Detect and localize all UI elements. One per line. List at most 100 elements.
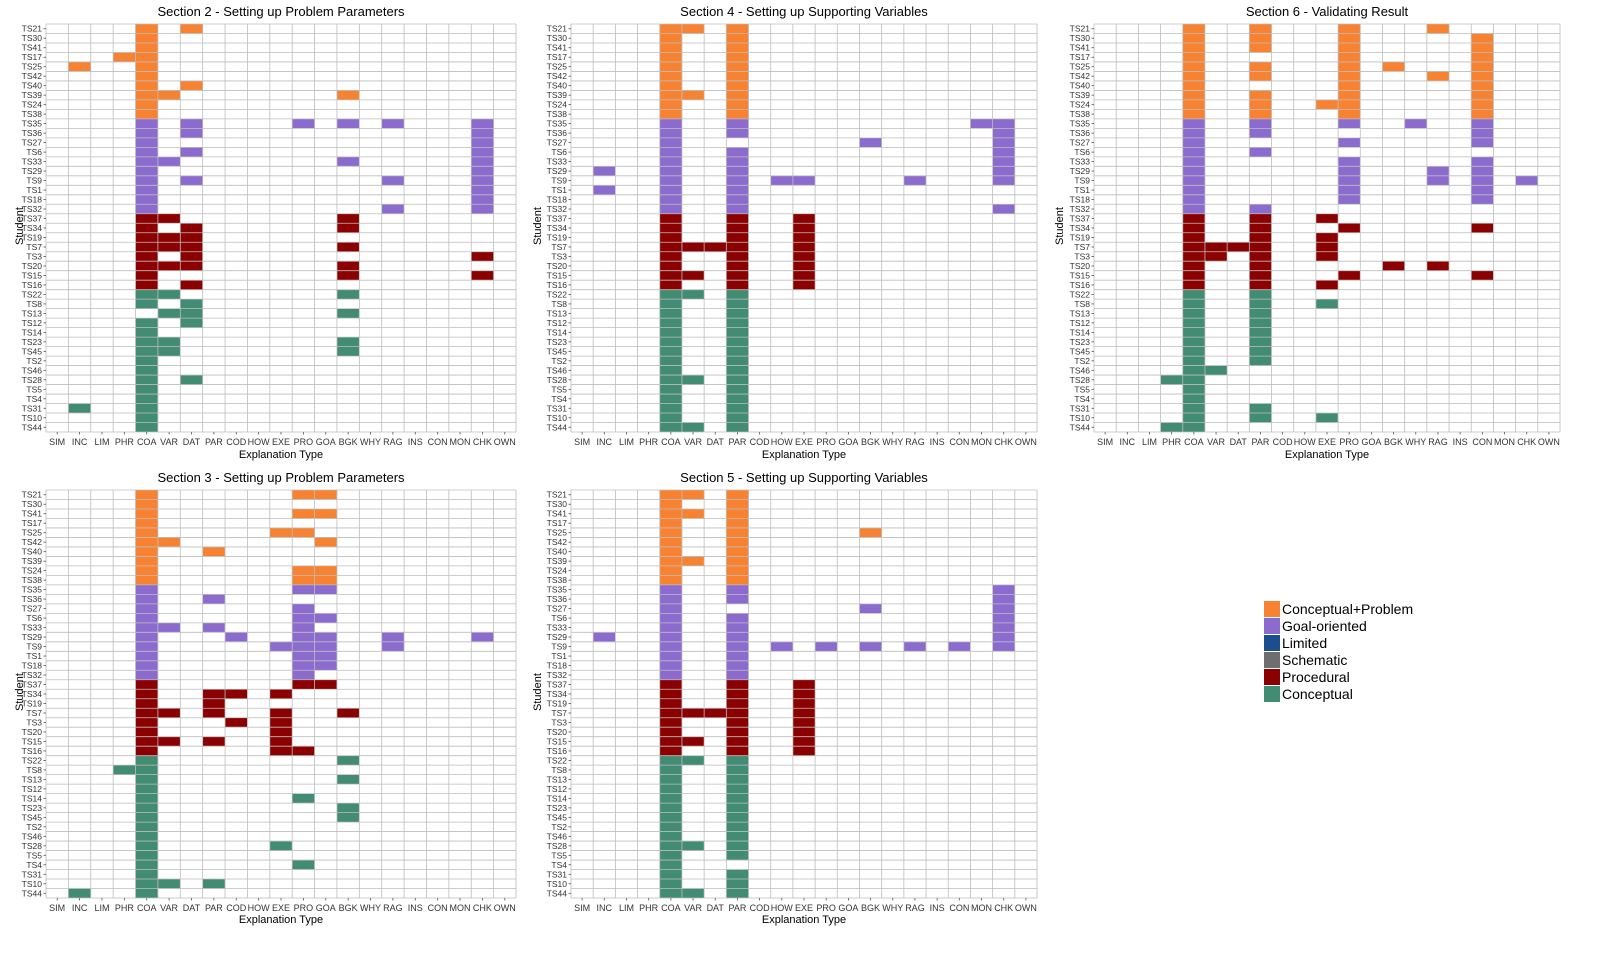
x-axis-title-section-3: Explanation Type: [238, 914, 324, 926]
heatmap-cell: [992, 584, 1015, 595]
heatmap-cell: [135, 708, 158, 718]
y-tick-label: TS7: [26, 708, 42, 718]
heatmap-cell: [659, 327, 682, 338]
heatmap-cell: [726, 194, 749, 205]
x-tick-label: MON: [971, 903, 992, 913]
heatmap-cell: [135, 213, 158, 224]
heatmap-cell: [202, 622, 226, 633]
heatmap-cell: [292, 490, 315, 500]
y-tick-label: TS10: [547, 879, 568, 889]
heatmap-cell: [135, 413, 158, 423]
heatmap-cell: [1182, 251, 1205, 262]
y-tick-label: TS36: [1070, 128, 1091, 138]
heatmap-cell: [903, 175, 927, 186]
heatmap-cell: [471, 204, 494, 214]
heatmap-cell: [135, 736, 158, 747]
heatmap-cell: [1471, 118, 1494, 129]
panel-title-section-3: Section 3 - Setting up Problem Parameter…: [157, 470, 405, 485]
heatmap-cell: [1315, 213, 1339, 224]
heatmap-cell: [135, 99, 158, 110]
heatmap-cell: [269, 527, 293, 538]
heatmap-cell: [659, 831, 682, 842]
heatmap-cell: [792, 280, 816, 290]
heatmap-panel-3: TS21TS30TS41TS17TS25TS42TS40TS39TS24TS38…: [1070, 23, 1561, 447]
y-tick-label: TS25: [547, 528, 568, 538]
x-tick-label: CHK: [1517, 437, 1536, 447]
heatmap-cell: [681, 422, 705, 432]
x-tick-label: GOA: [1361, 437, 1381, 447]
y-tick-label: TS38: [547, 575, 568, 585]
y-tick-label: TS34: [547, 223, 568, 233]
heatmap-cell: [336, 755, 360, 766]
heatmap-cell: [726, 736, 749, 747]
y-tick-label: TS4: [26, 860, 42, 870]
heatmap-cell: [659, 118, 682, 129]
y-tick-label: TS3: [26, 251, 42, 261]
y-tick-label: TS34: [1070, 223, 1091, 233]
heatmap-cell: [1182, 384, 1205, 395]
y-tick-label: TS37: [1070, 214, 1091, 224]
heatmap-cell: [770, 175, 793, 186]
legend-label-conceptual-problem: Conceptual+Problem: [1282, 600, 1414, 617]
y-tick-label: TS27: [1070, 138, 1091, 148]
y-tick-label: TS20: [1070, 261, 1091, 271]
heatmap-cell: [659, 24, 682, 34]
legend-item-schematic: Schematic: [1264, 651, 1413, 668]
heatmap-cell: [1249, 118, 1272, 129]
heatmap-cell: [1249, 71, 1272, 81]
y-tick-label: TS37: [22, 214, 43, 224]
y-tick-label: TS38: [1070, 109, 1091, 119]
y-tick-label: TS46: [547, 831, 568, 841]
y-tick-label: TS7: [551, 242, 567, 252]
heatmap-cell: [135, 584, 158, 595]
y-tick-label: TS40: [22, 81, 43, 91]
heatmap-cell: [1182, 280, 1205, 290]
y-tick-label: TS23: [22, 337, 43, 347]
x-tick-label: PHR: [639, 437, 659, 447]
heatmap-cell: [659, 346, 682, 357]
heatmap-cell: [1249, 90, 1272, 100]
x-tick-label: WHY: [360, 437, 381, 447]
y-tick-label: TS28: [22, 375, 43, 385]
y-tick-label: TS10: [22, 879, 43, 889]
heatmap-cell: [135, 280, 158, 290]
heatmap-cell: [135, 556, 158, 566]
y-tick-label: TS25: [22, 528, 43, 538]
heatmap-cell: [180, 318, 203, 328]
heatmap-cell: [659, 689, 682, 699]
heatmap-cell: [1338, 80, 1361, 91]
x-tick-label: CHK: [994, 437, 1013, 447]
heatmap-cell: [659, 52, 682, 62]
heatmap-cell: [471, 194, 494, 205]
heatmap-cell: [726, 717, 749, 728]
heatmap-cell: [659, 850, 682, 861]
y-tick-label: TS1: [551, 651, 567, 661]
heatmap-cell: [135, 594, 158, 604]
heatmap-cell: [336, 156, 360, 167]
heatmap-cell: [1338, 90, 1361, 100]
heatmap-cell: [659, 223, 682, 233]
x-tick-label: WHY: [882, 903, 903, 913]
heatmap-cell: [992, 613, 1015, 623]
y-tick-label: TS20: [547, 261, 568, 271]
heatmap-cell: [1471, 42, 1494, 53]
heatmap-cell: [992, 137, 1015, 148]
x-tick-label: COD: [750, 437, 771, 447]
heatmap-cell: [180, 308, 203, 319]
heatmap-cell: [135, 194, 158, 205]
y-tick-label: TS39: [547, 90, 568, 100]
heatmap-cell: [135, 137, 158, 148]
y-tick-label: TS13: [22, 774, 43, 784]
heatmap-cell: [292, 641, 315, 652]
y-tick-label: TS18: [22, 661, 43, 671]
y-tick-label: TS45: [22, 812, 43, 822]
heatmap-cell: [726, 299, 749, 309]
legend-label-limited: Limited: [1282, 634, 1328, 651]
heatmap-cell: [659, 565, 682, 576]
heatmap-cell: [681, 289, 705, 300]
heatmap-cell: [1471, 175, 1494, 186]
y-tick-label: TS1: [551, 185, 567, 195]
heatmap-cell: [726, 394, 749, 404]
y-tick-label: TS34: [547, 689, 568, 699]
heatmap-cell: [659, 403, 682, 414]
